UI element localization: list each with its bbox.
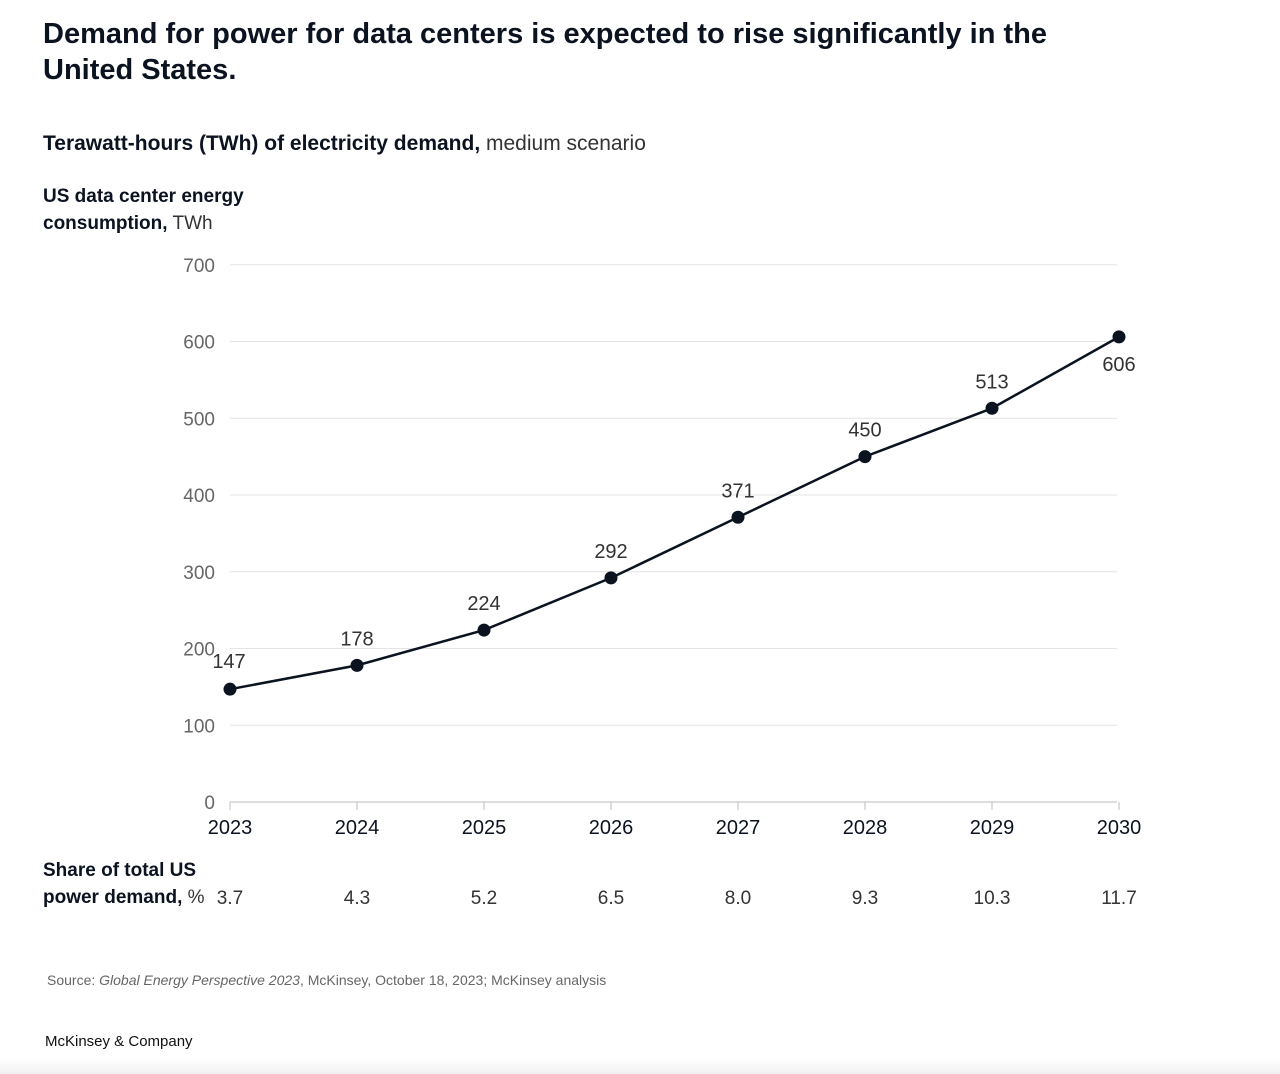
share-value-2023: 3.7 (216, 888, 244, 909)
share-label-unit: % (187, 887, 205, 908)
share-value-2025: 5.2 (470, 888, 498, 909)
y-axis-label: US data center energy consumption, TWh (43, 183, 303, 237)
data-point-2028 (858, 450, 872, 464)
data-point-2027 (731, 510, 745, 524)
x-tick-label-2026: 2026 (589, 817, 634, 839)
bottom-shade (0, 1058, 1280, 1074)
share-label: Share of total US power demand, % (43, 857, 213, 911)
source-note: Source: Global Energy Perspective 2023, … (47, 972, 606, 988)
brand-logo-text: McKinsey & Company (45, 1033, 193, 1050)
y-tick-label-500: 500 (183, 409, 215, 430)
share-value-2028: 9.3 (851, 888, 879, 909)
data-label-2029: 513 (975, 371, 1008, 393)
x-tick-label-2024: 2024 (335, 817, 380, 839)
share-value-2024: 4.3 (343, 888, 371, 909)
data-point-2024 (350, 658, 364, 672)
y-axis-label-text: US data center energy consumption, (43, 186, 244, 234)
series-line (229, 335, 1120, 691)
y-tick-label-0: 0 (204, 793, 215, 814)
share-value-2030: 11.7 (1101, 888, 1137, 909)
data-point-2030 (1112, 330, 1126, 344)
x-tick-label-2023: 2023 (208, 817, 253, 839)
data-label-2030: 606 (1102, 354, 1135, 376)
x-tick-label-2027: 2027 (716, 817, 761, 839)
y-tick-label-100: 100 (183, 716, 215, 737)
share-label-text: Share of total US power demand, (43, 860, 197, 908)
data-label-2025: 224 (467, 593, 500, 615)
data-point-2026 (604, 571, 618, 585)
x-tick-label-2025: 2025 (462, 817, 507, 839)
subtitle-bold: Terawatt-hours (TWh) of electricity dema… (43, 132, 481, 155)
source-publication: Global Energy Perspective 2023 (99, 972, 300, 988)
source-details: , McKinsey, October 18, 2023; McKinsey a… (299, 972, 607, 988)
data-label-2027: 371 (721, 480, 754, 502)
label-layer: 0 100 200 300 400 500 600 700 2023 2024 2025 2026 20… (183, 256, 1141, 839)
data-label-2026: 292 (594, 541, 627, 563)
series-layer (223, 330, 1126, 696)
data-point-2025 (477, 623, 491, 637)
chart-title: Demand for power for data centers is exp… (43, 18, 1047, 86)
y-tick-label-400: 400 (183, 486, 215, 507)
source-prefix: Source: (47, 972, 96, 988)
x-tick-label-2028: 2028 (843, 817, 888, 839)
y-tick-label-600: 600 (183, 333, 215, 354)
data-label-2028: 450 (848, 420, 881, 442)
line-chart: 0 100 200 300 400 500 600 700 2023 2024 2025 2026 20… (183, 256, 1141, 839)
y-axis-label-unit: TWh (172, 213, 213, 234)
x-tick-label-2030: 2030 (1097, 817, 1142, 839)
axis-layer (229, 801, 1120, 810)
y-tick-label-300: 300 (183, 563, 215, 584)
share-value-2029: 10.3 (973, 888, 1011, 909)
x-tick-label-2029: 2029 (970, 817, 1015, 839)
y-tick-label-200: 200 (183, 640, 215, 661)
chart-subtitle: Terawatt-hours (TWh) of electricity dema… (43, 130, 646, 158)
share-value-2027: 8.0 (724, 888, 752, 909)
share-value-2026: 6.5 (597, 888, 625, 909)
data-label-2024: 178 (340, 628, 373, 650)
y-tick-label-700: 700 (183, 256, 215, 277)
data-label-2023: 147 (212, 651, 245, 673)
grid-layer (230, 264, 1117, 726)
data-point-2023 (223, 682, 237, 696)
subtitle-light: medium scenario (486, 132, 646, 155)
data-point-2029 (985, 401, 999, 415)
